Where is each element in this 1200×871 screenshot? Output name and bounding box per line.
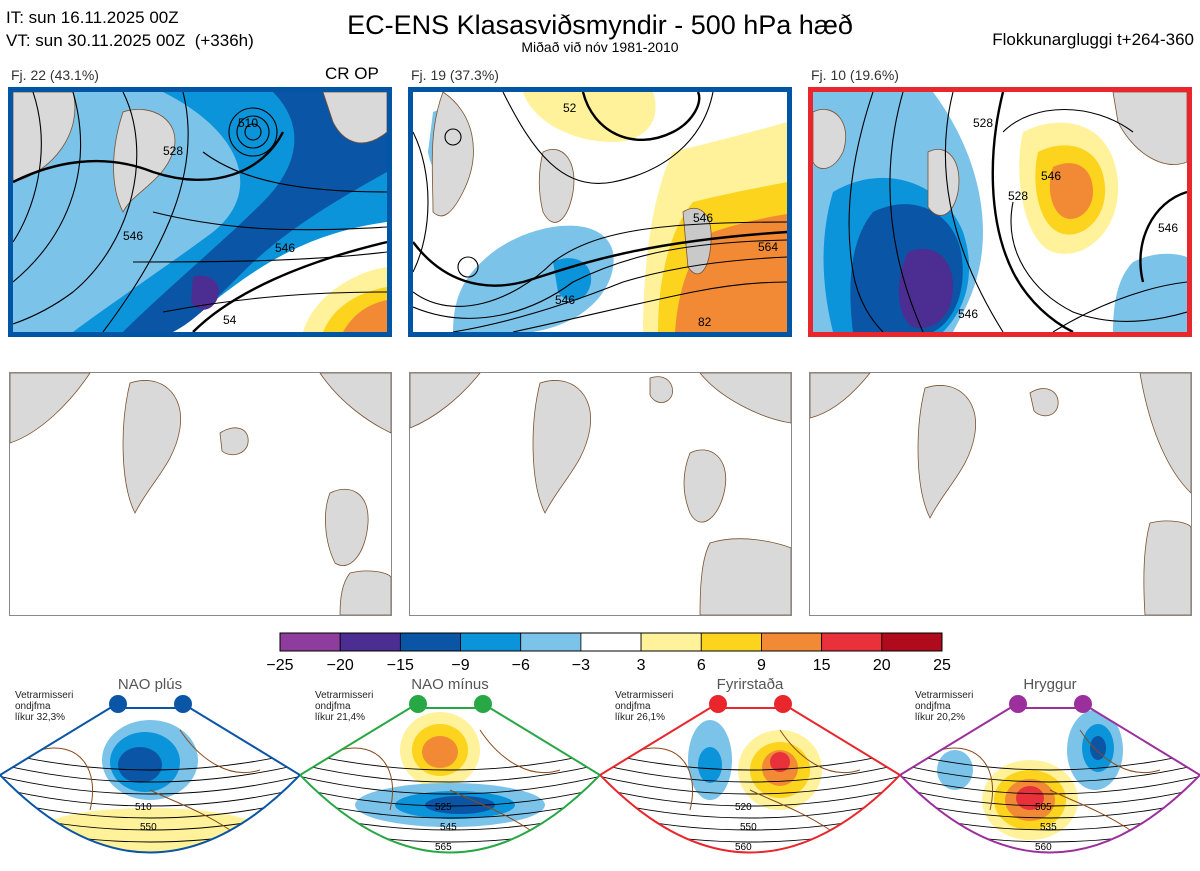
cluster-1-label: Fj. 22 (43.1%) <box>11 67 99 83</box>
cluster-1-tag: CR OP <box>325 64 379 83</box>
colorbar-tick-label: 15 <box>812 657 831 674</box>
cluster-map-3: 528 546 528 546 546 <box>808 87 1192 337</box>
regime-contour-label: 550 <box>740 822 757 833</box>
cluster-2-contour-label: 52 <box>563 101 577 115</box>
regime-marker <box>109 695 127 713</box>
regime-contour-label: 565 <box>435 842 452 853</box>
regime-contour-label: 525 <box>435 802 452 813</box>
climatology-map-1 <box>9 372 392 616</box>
regime-marker <box>474 695 492 713</box>
cluster-3-contour-label: 546 <box>1041 169 1061 183</box>
cluster-2-contour-label: 546 <box>693 211 713 225</box>
regime-contour-label: 545 <box>440 822 457 833</box>
colorbar-tick-label: −6 <box>511 657 530 674</box>
climatology-map-2 <box>409 372 792 616</box>
valid-time: VT: sun 30.11.2025 00Z (+336h) <box>6 31 254 50</box>
colorbar-segment <box>580 632 642 652</box>
cluster-2-contour-label: 82 <box>698 315 712 329</box>
regime-title: NAO mínus <box>411 676 489 693</box>
init-time: IT: sun 16.11.2025 00Z <box>6 8 179 27</box>
regime-contour-label: 550 <box>140 822 157 833</box>
colorbar-tick-label: 25 <box>933 657 951 674</box>
cluster-2-contour-label: 564 <box>758 240 778 254</box>
regime-info: Vetrarmisseri ondjfma líkur 26,1% <box>615 690 674 723</box>
cluster-1-contour-label: 546 <box>123 229 143 243</box>
regime-marker <box>174 695 192 713</box>
regime-info: Vetrarmisseri ondjfma líkur 21,4% <box>315 690 374 723</box>
colorbar-tick-label: −25 <box>266 657 294 674</box>
colorbar-segment <box>821 632 883 652</box>
regime-contour-label: 560 <box>1035 842 1052 853</box>
colorbar-segment <box>640 632 702 652</box>
cluster-3-label: Fj. 10 (19.6%) <box>811 67 899 83</box>
regime-map: 505 535 560 <box>900 695 1200 854</box>
regime-marker <box>1009 695 1027 713</box>
cluster-3-contour-label: 546 <box>1158 221 1178 235</box>
colorbar-segment <box>761 632 823 652</box>
cluster-1-contour-label: 510 <box>238 116 258 130</box>
regime-marker <box>774 695 792 713</box>
colorbar-tick-label: 3 <box>636 657 646 674</box>
cluster-1-contour-label: 546 <box>275 241 295 255</box>
regime-contour-label: 520 <box>735 802 752 813</box>
regime-title: Fyrirstaða <box>716 676 784 693</box>
colorbar-segment <box>520 632 582 652</box>
regime-contour-label: 535 <box>1040 822 1057 833</box>
cluster-map-2: 52 546 564 546 82 <box>408 87 792 337</box>
cluster-3-contour-label: 528 <box>973 116 993 130</box>
regime-title: NAO plús <box>117 676 183 693</box>
regime-marker <box>1074 695 1092 713</box>
regime-marker <box>709 695 727 713</box>
colorbar-tick-label: 9 <box>757 657 766 674</box>
regime-contour-label: 510 <box>135 802 152 813</box>
cluster-window: Flokkunargluggi t+264-360 <box>992 30 1194 49</box>
cluster-3-contour-label: 546 <box>958 307 978 321</box>
regime-title: Hryggur <box>1023 676 1077 693</box>
colorbar-tick-label: −20 <box>326 657 354 674</box>
regime-map: 525 545 565 <box>300 695 600 854</box>
colorbar-tick-label: −3 <box>571 657 591 674</box>
init-valid-times: IT: sun 16.11.2025 00Z VT: sun 30.11.202… <box>6 6 254 52</box>
cluster-map-1: 510 528 546 546 54 <box>8 87 392 337</box>
climatology-map-3 <box>809 372 1192 616</box>
colorbar <box>279 632 943 652</box>
cluster-2-contour-label: 546 <box>555 293 575 307</box>
colorbar-tick-label: −15 <box>386 657 414 674</box>
colorbar-segment <box>460 632 522 652</box>
regime-contour-label: 505 <box>1035 802 1052 813</box>
cluster-1-contour-label: 528 <box>163 144 183 158</box>
colorbar-tick-label: −9 <box>451 657 470 674</box>
colorbar-tick-label: 20 <box>872 657 891 674</box>
regime-info: Vetrarmisseri ondjfma líkur 20,2% <box>915 690 974 723</box>
colorbar-segment <box>339 632 401 652</box>
colorbar-segment <box>881 632 943 652</box>
regime-map: 520 550 560 <box>600 695 900 854</box>
regime-contour-label: 560 <box>735 842 752 853</box>
page-subtitle: Miðað við nóv 1981-2010 <box>521 39 679 55</box>
colorbar-segment <box>399 632 461 652</box>
cluster-2-label: Fj. 19 (37.3%) <box>411 67 499 83</box>
regime-marker <box>409 695 427 713</box>
colorbar-tick-label: 6 <box>696 657 706 674</box>
colorbar-segment <box>700 632 762 652</box>
regime-map: 510 550 <box>0 695 300 854</box>
page-title: EC-ENS Klasasviðsmyndir - 500 hPa hæð <box>347 10 853 40</box>
regime-info: Vetrarmisseri ondjfma líkur 32,3% <box>15 690 74 723</box>
cluster-3-contour-label: 528 <box>1008 189 1028 203</box>
cluster-1-contour-label: 54 <box>223 313 237 327</box>
colorbar-segment <box>279 632 341 652</box>
